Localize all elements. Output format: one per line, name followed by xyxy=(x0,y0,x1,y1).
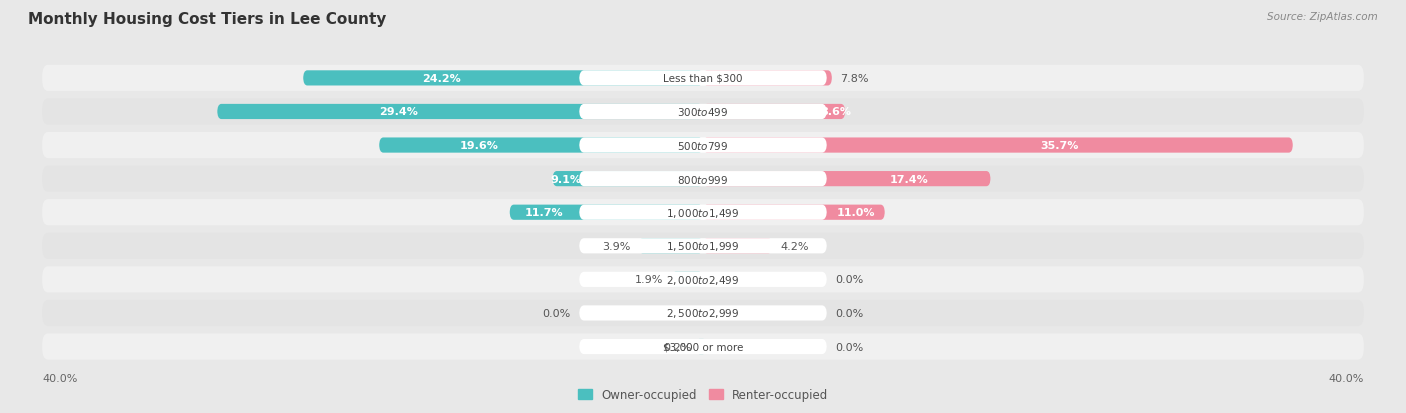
FancyBboxPatch shape xyxy=(553,172,703,187)
Text: $1,500 to $1,999: $1,500 to $1,999 xyxy=(666,240,740,253)
FancyBboxPatch shape xyxy=(510,205,703,220)
FancyBboxPatch shape xyxy=(579,71,827,86)
Text: 40.0%: 40.0% xyxy=(42,373,77,383)
FancyBboxPatch shape xyxy=(42,133,1364,159)
FancyBboxPatch shape xyxy=(42,233,1364,259)
FancyBboxPatch shape xyxy=(703,239,772,254)
FancyBboxPatch shape xyxy=(42,199,1364,226)
Text: 1.9%: 1.9% xyxy=(636,275,664,285)
FancyBboxPatch shape xyxy=(638,239,703,254)
FancyBboxPatch shape xyxy=(42,334,1364,360)
Text: Less than $300: Less than $300 xyxy=(664,74,742,84)
Text: $2,000 to $2,499: $2,000 to $2,499 xyxy=(666,273,740,286)
Text: 4.2%: 4.2% xyxy=(780,241,808,251)
FancyBboxPatch shape xyxy=(579,339,827,354)
Text: Monthly Housing Cost Tiers in Lee County: Monthly Housing Cost Tiers in Lee County xyxy=(28,12,387,27)
FancyBboxPatch shape xyxy=(218,104,703,120)
FancyBboxPatch shape xyxy=(579,272,827,287)
Text: 7.8%: 7.8% xyxy=(841,74,869,84)
Text: 9.1%: 9.1% xyxy=(550,174,581,184)
Text: 29.4%: 29.4% xyxy=(378,107,418,117)
Text: 11.0%: 11.0% xyxy=(837,208,875,218)
FancyBboxPatch shape xyxy=(703,71,832,86)
FancyBboxPatch shape xyxy=(42,66,1364,92)
FancyBboxPatch shape xyxy=(699,339,704,354)
FancyBboxPatch shape xyxy=(380,138,703,153)
FancyBboxPatch shape xyxy=(703,172,990,187)
FancyBboxPatch shape xyxy=(579,306,827,321)
Text: 0.2%: 0.2% xyxy=(664,342,692,352)
Text: 8.6%: 8.6% xyxy=(821,107,852,117)
FancyBboxPatch shape xyxy=(304,71,703,86)
FancyBboxPatch shape xyxy=(579,104,827,120)
FancyBboxPatch shape xyxy=(579,172,827,187)
Text: 0.0%: 0.0% xyxy=(835,308,863,318)
Legend: Owner-occupied, Renter-occupied: Owner-occupied, Renter-occupied xyxy=(572,383,834,406)
FancyBboxPatch shape xyxy=(42,166,1364,192)
FancyBboxPatch shape xyxy=(703,138,1292,153)
Text: $2,500 to $2,999: $2,500 to $2,999 xyxy=(666,307,740,320)
FancyBboxPatch shape xyxy=(579,239,827,254)
FancyBboxPatch shape xyxy=(672,272,703,287)
Text: 0.0%: 0.0% xyxy=(835,342,863,352)
Text: $300 to $499: $300 to $499 xyxy=(678,106,728,118)
Text: $500 to $799: $500 to $799 xyxy=(678,140,728,152)
FancyBboxPatch shape xyxy=(42,267,1364,293)
FancyBboxPatch shape xyxy=(579,205,827,220)
FancyBboxPatch shape xyxy=(703,104,845,120)
Text: 17.4%: 17.4% xyxy=(890,174,928,184)
Text: 0.0%: 0.0% xyxy=(543,308,571,318)
Text: $800 to $999: $800 to $999 xyxy=(678,173,728,185)
Text: 3.9%: 3.9% xyxy=(602,241,630,251)
Text: 35.7%: 35.7% xyxy=(1040,141,1078,151)
FancyBboxPatch shape xyxy=(42,99,1364,125)
FancyBboxPatch shape xyxy=(703,205,884,220)
Text: 19.6%: 19.6% xyxy=(460,141,499,151)
FancyBboxPatch shape xyxy=(579,138,827,153)
Text: 40.0%: 40.0% xyxy=(1329,373,1364,383)
FancyBboxPatch shape xyxy=(42,300,1364,326)
Text: Source: ZipAtlas.com: Source: ZipAtlas.com xyxy=(1267,12,1378,22)
Text: 0.0%: 0.0% xyxy=(835,275,863,285)
Text: 11.7%: 11.7% xyxy=(524,208,564,218)
Text: $1,000 to $1,499: $1,000 to $1,499 xyxy=(666,206,740,219)
Text: $3,000 or more: $3,000 or more xyxy=(662,342,744,352)
Text: 24.2%: 24.2% xyxy=(422,74,461,84)
